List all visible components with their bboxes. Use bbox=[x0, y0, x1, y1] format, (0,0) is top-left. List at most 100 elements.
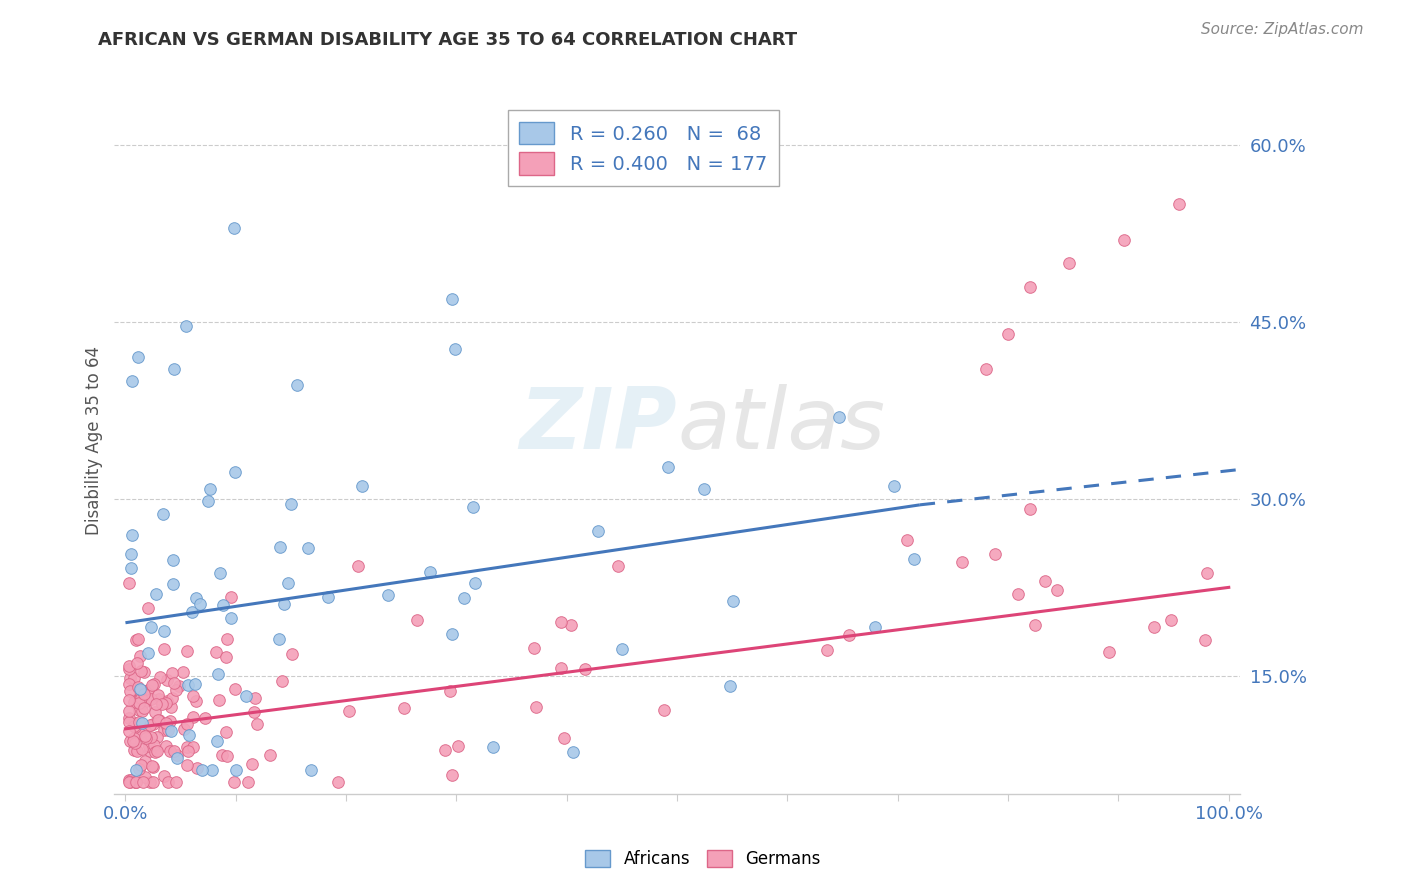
Point bbox=[125, 632, 148, 647]
Point bbox=[1007, 587, 1029, 601]
Point bbox=[125, 656, 148, 670]
Point bbox=[184, 677, 207, 691]
Point bbox=[159, 743, 181, 757]
Point bbox=[120, 775, 142, 789]
Point bbox=[118, 659, 141, 673]
Point bbox=[163, 362, 186, 376]
Point bbox=[165, 775, 187, 789]
Point bbox=[896, 533, 918, 548]
Point bbox=[172, 665, 194, 679]
Point bbox=[127, 743, 149, 757]
Point bbox=[215, 649, 238, 664]
Point bbox=[156, 775, 179, 789]
Point bbox=[134, 771, 156, 785]
Point bbox=[120, 734, 142, 748]
Point bbox=[148, 688, 170, 702]
Point bbox=[1018, 502, 1040, 516]
Point bbox=[122, 731, 145, 745]
Point bbox=[128, 714, 150, 729]
Point bbox=[120, 684, 142, 698]
Point bbox=[141, 678, 163, 692]
Point bbox=[280, 497, 302, 511]
Point bbox=[217, 749, 239, 764]
Point bbox=[134, 754, 156, 768]
Point bbox=[560, 618, 582, 632]
Point bbox=[150, 698, 173, 712]
Point bbox=[162, 553, 184, 567]
Point bbox=[129, 684, 152, 698]
Point bbox=[156, 719, 179, 733]
Point bbox=[447, 739, 470, 753]
Point bbox=[165, 682, 187, 697]
Point bbox=[326, 775, 349, 789]
Point bbox=[215, 632, 238, 646]
Point bbox=[224, 681, 246, 696]
Point bbox=[269, 540, 291, 554]
Point bbox=[129, 683, 152, 698]
Point bbox=[120, 773, 142, 788]
Point bbox=[1112, 233, 1135, 247]
Point bbox=[222, 775, 245, 789]
Point bbox=[883, 479, 905, 493]
Point bbox=[441, 768, 464, 782]
Point bbox=[118, 662, 141, 676]
Point bbox=[176, 717, 198, 731]
Point bbox=[155, 696, 177, 710]
Point bbox=[127, 632, 149, 646]
Point bbox=[143, 738, 166, 752]
Point bbox=[136, 601, 159, 615]
Point bbox=[434, 742, 457, 756]
Point bbox=[1024, 618, 1046, 632]
Point bbox=[318, 590, 340, 604]
Point bbox=[129, 649, 152, 664]
Point bbox=[482, 739, 505, 754]
Point bbox=[139, 730, 162, 744]
Text: AFRICAN VS GERMAN DISABILITY AGE 35 TO 64 CORRELATION CHART: AFRICAN VS GERMAN DISABILITY AGE 35 TO 6… bbox=[98, 31, 797, 49]
Point bbox=[129, 681, 152, 696]
Point bbox=[125, 775, 148, 789]
Point bbox=[129, 664, 152, 678]
Point bbox=[118, 705, 141, 719]
Point bbox=[148, 713, 170, 727]
Point bbox=[132, 697, 155, 711]
Point bbox=[122, 719, 145, 733]
Point bbox=[122, 695, 145, 709]
Point bbox=[394, 701, 416, 715]
Point bbox=[1194, 633, 1216, 648]
Point bbox=[1168, 197, 1191, 211]
Point bbox=[128, 726, 150, 740]
Point bbox=[444, 342, 467, 356]
Point bbox=[215, 725, 238, 739]
Point bbox=[134, 665, 156, 679]
Point bbox=[838, 628, 860, 642]
Point bbox=[828, 409, 851, 424]
Point bbox=[997, 326, 1019, 341]
Point bbox=[162, 743, 184, 757]
Point bbox=[134, 723, 156, 738]
Point bbox=[153, 624, 176, 639]
Point bbox=[235, 690, 257, 704]
Point bbox=[166, 747, 188, 762]
Point bbox=[122, 743, 145, 757]
Point bbox=[610, 642, 633, 657]
Point bbox=[167, 680, 190, 694]
Point bbox=[208, 693, 231, 707]
Point bbox=[124, 720, 146, 734]
Point bbox=[1160, 613, 1182, 627]
Point bbox=[277, 575, 299, 590]
Point bbox=[176, 757, 198, 772]
Point bbox=[183, 689, 205, 703]
Point bbox=[143, 706, 166, 720]
Point bbox=[453, 591, 475, 605]
Point bbox=[160, 665, 183, 680]
Point bbox=[135, 731, 157, 745]
Point bbox=[337, 704, 360, 718]
Point bbox=[141, 692, 163, 706]
Point bbox=[129, 691, 152, 706]
Point bbox=[174, 318, 197, 333]
Point bbox=[211, 748, 233, 763]
Point bbox=[121, 528, 143, 542]
Point bbox=[132, 775, 155, 789]
Legend: Africans, Germans: Africans, Germans bbox=[579, 843, 827, 875]
Point bbox=[153, 769, 176, 783]
